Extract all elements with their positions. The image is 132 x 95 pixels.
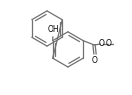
Text: O: O — [99, 39, 105, 48]
Text: OH: OH — [47, 25, 59, 34]
Text: O: O — [106, 39, 112, 48]
Text: O: O — [92, 56, 98, 65]
